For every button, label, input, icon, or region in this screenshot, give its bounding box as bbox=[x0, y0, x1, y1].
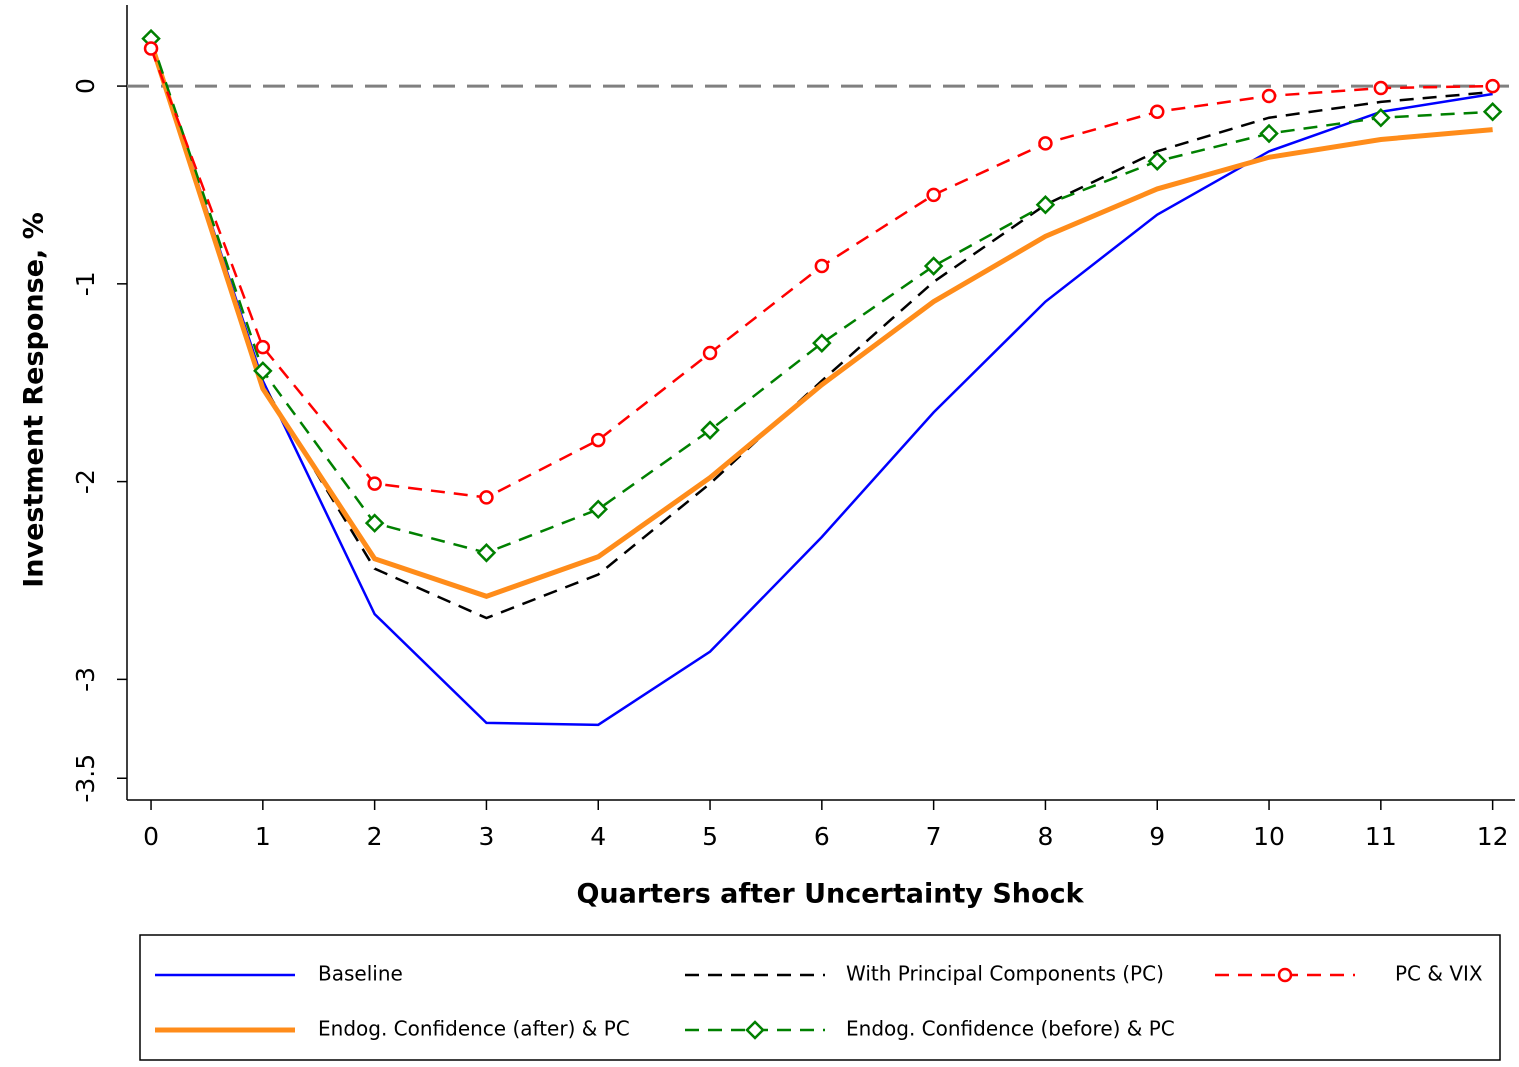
y-tick-label: -3 bbox=[71, 667, 100, 692]
y-axis-title: Investment Response, % bbox=[19, 212, 50, 588]
x-tick-label: 0 bbox=[143, 822, 159, 851]
series-line bbox=[149, 40, 1493, 727]
x-tick-label: 4 bbox=[590, 822, 606, 851]
legend-marker bbox=[1277, 967, 1293, 983]
x-tick-label: 7 bbox=[926, 822, 942, 851]
marker bbox=[812, 333, 832, 353]
legend-label: With Principal Components (PC) bbox=[846, 962, 1164, 986]
marker bbox=[143, 41, 159, 56]
marker bbox=[590, 432, 606, 448]
marker bbox=[1147, 151, 1168, 171]
marker bbox=[1371, 107, 1391, 128]
y-tick-label: -3.5 bbox=[71, 754, 100, 803]
x-tick-label: 5 bbox=[702, 822, 718, 851]
x-tick-label: 2 bbox=[367, 822, 383, 851]
series-line bbox=[148, 41, 1493, 599]
y-tick-label: -1 bbox=[71, 271, 100, 296]
marker bbox=[814, 258, 830, 274]
marker bbox=[1373, 80, 1389, 96]
marker bbox=[1261, 88, 1277, 104]
marker bbox=[476, 543, 497, 563]
legend-box bbox=[139, 934, 1501, 1061]
x-tick-label: 1 bbox=[255, 822, 271, 851]
marker bbox=[253, 361, 273, 381]
marker bbox=[926, 187, 941, 203]
x-axis-title: Quarters after Uncertainty Shock bbox=[576, 879, 1084, 910]
x-tick-label: 10 bbox=[1253, 822, 1285, 851]
legend-marker bbox=[745, 1020, 765, 1040]
legend-label: Endog. Confidence (after) & PC bbox=[318, 1017, 630, 1041]
marker bbox=[255, 339, 271, 355]
legend-label: Baseline bbox=[318, 962, 403, 986]
x-tick-label: 11 bbox=[1365, 822, 1397, 851]
marker bbox=[1482, 102, 1503, 122]
marker bbox=[700, 420, 720, 440]
marker bbox=[1149, 104, 1165, 120]
y-tick-label: 0 bbox=[71, 78, 100, 94]
x-tick-label: 6 bbox=[814, 822, 830, 851]
marker bbox=[364, 513, 385, 533]
y-tick-label: -2 bbox=[71, 469, 100, 494]
x-tick-label: 8 bbox=[1037, 822, 1053, 851]
legend-label: PC & VIX bbox=[1395, 962, 1483, 986]
x-tick-label: 9 bbox=[1149, 822, 1165, 851]
marker bbox=[479, 490, 494, 505]
x-tick-label: 3 bbox=[478, 822, 494, 851]
marker bbox=[1259, 123, 1279, 144]
marker bbox=[702, 345, 718, 361]
marker bbox=[923, 256, 944, 276]
marker bbox=[1035, 194, 1056, 215]
marker bbox=[367, 476, 382, 491]
x-tick-label: 12 bbox=[1477, 822, 1509, 851]
marker bbox=[588, 499, 609, 520]
legend-label: Endog. Confidence (before) & PC bbox=[846, 1017, 1175, 1041]
marker bbox=[1485, 78, 1500, 94]
marker bbox=[1038, 136, 1053, 151]
series-line bbox=[149, 42, 1493, 620]
